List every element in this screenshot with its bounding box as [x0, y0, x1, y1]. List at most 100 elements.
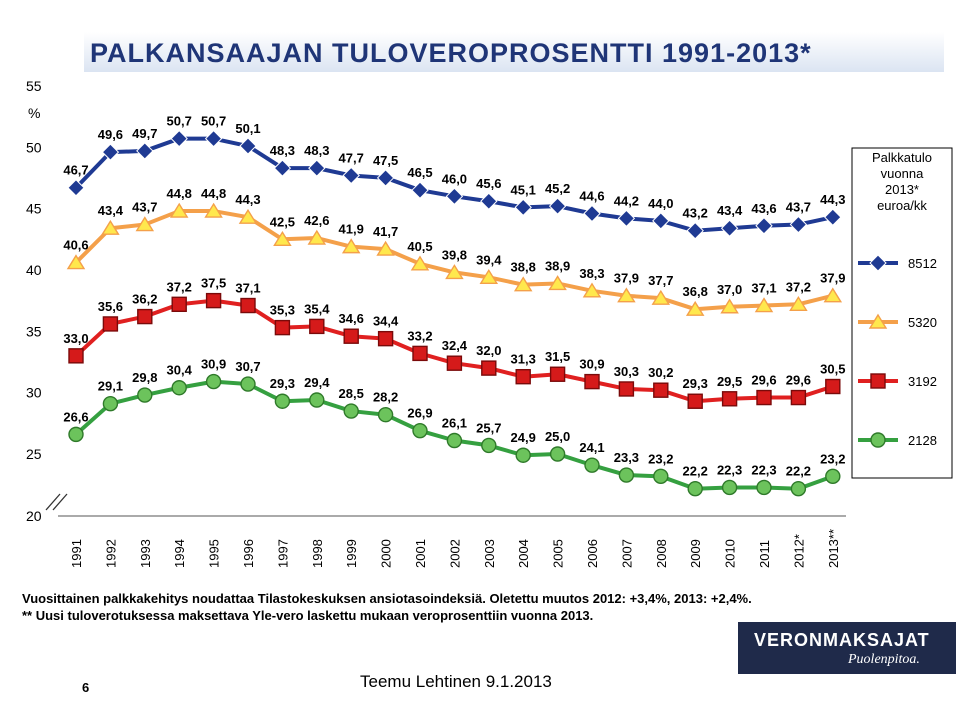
data-point [412, 345, 428, 362]
data-point [341, 238, 361, 254]
data-label: 45,6 [476, 176, 501, 191]
data-point [307, 229, 327, 245]
x-tick-label: 2005 [551, 539, 566, 568]
data-point [515, 368, 531, 385]
y-axis-unit: % [28, 105, 40, 121]
chart-series [66, 129, 843, 497]
data-label: 44,0 [648, 196, 673, 211]
data-point [171, 296, 187, 313]
data-point [790, 481, 807, 497]
data-point [135, 216, 155, 232]
legend-label: 5320 [908, 315, 937, 330]
data-point [376, 240, 395, 256]
data-point [171, 380, 187, 396]
legend-title: Palkkatulo [872, 150, 932, 165]
data-label: 43,2 [683, 206, 708, 221]
data-label: 26,6 [63, 409, 88, 424]
data-label: 35,3 [270, 303, 295, 318]
data-point [869, 254, 887, 272]
legend-label: 2128 [908, 433, 937, 448]
data-label: 24,1 [579, 440, 604, 455]
data-label: 49,7 [132, 126, 157, 141]
data-label: 30,7 [235, 359, 260, 374]
data-point [868, 313, 888, 329]
x-tick-label: 2007 [619, 539, 634, 568]
legend-box [851, 147, 953, 479]
data-point [239, 137, 257, 155]
data-label: 29,8 [132, 370, 157, 385]
data-point [686, 221, 704, 240]
x-tick-label: 1992 [103, 539, 118, 568]
data-label: 30,9 [201, 357, 226, 372]
data-label: 25,0 [545, 429, 570, 444]
data-label: 36,8 [683, 284, 708, 299]
data-label: 41,7 [373, 224, 398, 239]
axis-break-mark [45, 493, 61, 511]
legend-title: euroa/kk [877, 198, 927, 213]
line-chart: 20 25 30 35 40 45 50 55% 1991 1992 1993 1994 1995 199… [26, 78, 953, 568]
data-point [584, 373, 600, 390]
data-label: 30,2 [648, 365, 673, 380]
data-point [720, 219, 739, 237]
data-label: 34,4 [373, 314, 399, 329]
x-tick-label: 2002 [447, 539, 462, 568]
data-label: 22,2 [786, 464, 811, 479]
data-label: 31,3 [511, 352, 536, 367]
data-label: 47,5 [373, 153, 398, 168]
data-label: 28,2 [373, 390, 398, 405]
x-tick-label: 2000 [379, 539, 394, 568]
data-label: 45,1 [511, 182, 536, 197]
data-point [68, 348, 84, 364]
data-point [136, 142, 154, 160]
data-label: 33,0 [63, 331, 88, 346]
data-label: 34,6 [339, 311, 364, 326]
data-label: 33,2 [407, 328, 432, 343]
data-point [308, 159, 326, 177]
data-point [410, 255, 430, 271]
data-label: 44,6 [579, 189, 604, 204]
data-point [204, 129, 223, 148]
data-point [377, 407, 394, 423]
data-point [170, 129, 188, 148]
data-point [309, 318, 325, 335]
data-label: 41,9 [339, 222, 364, 237]
x-tick-label: 1995 [207, 539, 222, 568]
data-label: 44,3 [235, 192, 260, 207]
data-point [137, 387, 153, 403]
legend-title: 2013* [885, 182, 919, 197]
data-point [653, 468, 669, 485]
data-label: 43,4 [98, 203, 124, 218]
data-label: 37,0 [717, 282, 742, 297]
x-tick-label: 2012* [791, 534, 806, 568]
data-label: 30,3 [614, 364, 639, 379]
x-tick-label: 1994 [172, 539, 187, 568]
data-label: 37,9 [820, 271, 845, 286]
legend-title: vuonna [881, 166, 924, 181]
x-tick-label: 1997 [275, 539, 290, 568]
data-point [549, 366, 566, 382]
data-point [412, 422, 428, 439]
data-label: 37,2 [786, 279, 811, 294]
data-label: 46,7 [63, 163, 88, 178]
data-point [238, 208, 258, 224]
data-point [824, 208, 842, 226]
data-label: 30,5 [820, 362, 845, 377]
data-point [513, 276, 533, 292]
x-tick-label: 1996 [241, 539, 256, 568]
data-label: 35,6 [98, 299, 123, 314]
data-label: 35,4 [304, 301, 330, 316]
data-label: 42,5 [270, 214, 295, 229]
y-tick-label: 55 [26, 78, 42, 94]
footnote-yle: ** Uusi tuloverotuksessa maksettava Yle-… [22, 608, 594, 623]
y-tick-label: 30 [26, 385, 42, 401]
data-point [687, 481, 703, 497]
y-tick-label: 40 [26, 262, 42, 278]
data-point [273, 230, 292, 246]
data-point [481, 360, 497, 376]
y-tick-label: 50 [26, 139, 42, 155]
data-point [870, 373, 886, 389]
data-point [789, 295, 808, 312]
y-tick-label: 45 [26, 201, 42, 217]
data-point [721, 391, 738, 407]
legend-label: 3192 [908, 374, 937, 389]
